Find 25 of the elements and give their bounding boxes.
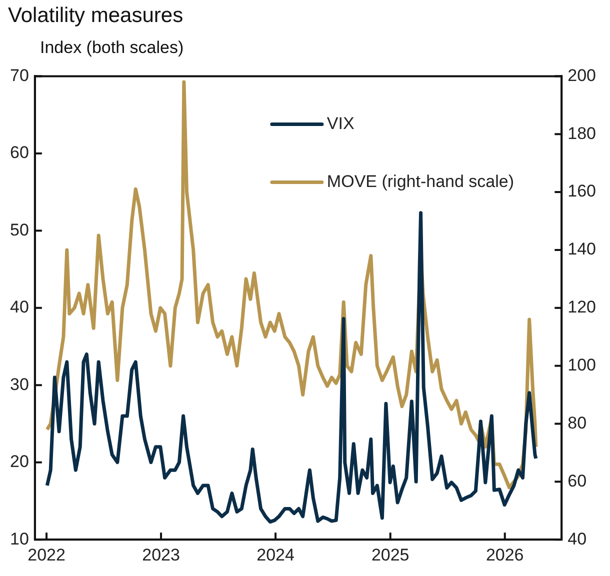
- x-tick-label: 2022: [28, 545, 66, 564]
- y2-tick-label: 180: [568, 124, 596, 143]
- y2-tick-label: 200: [568, 66, 596, 85]
- x-tick-label: 2024: [256, 545, 294, 564]
- y-tick-label: 50: [10, 220, 29, 240]
- x-tick-label: 2026: [486, 545, 524, 564]
- y-tick-label: 70: [10, 66, 29, 85]
- y2-tick-label: 160: [568, 182, 596, 201]
- y-tick-label: 60: [10, 143, 29, 162]
- chart-title: Volatility measures: [8, 4, 184, 28]
- legend-label: VIX: [326, 114, 354, 133]
- y-axis-title: Index (both scales): [40, 38, 184, 58]
- y2-tick-label: 140: [568, 240, 596, 259]
- y2-tick-label: 120: [568, 298, 596, 317]
- x-tick-label: 2023: [142, 545, 180, 564]
- y-tick-label: 30: [10, 374, 29, 394]
- y2-tick-label: 40: [568, 529, 587, 548]
- y-tick-label: 40: [10, 298, 29, 317]
- y2-tick-label: 80: [568, 413, 587, 432]
- y-tick-label: 20: [10, 452, 29, 472]
- y2-tick-label: 100: [568, 356, 596, 375]
- legend-label: MOVE (right-hand scale): [326, 172, 514, 191]
- x-tick-label: 2025: [371, 545, 410, 564]
- y2-tick-label: 60: [568, 471, 587, 490]
- y-tick-label: 10: [10, 529, 29, 548]
